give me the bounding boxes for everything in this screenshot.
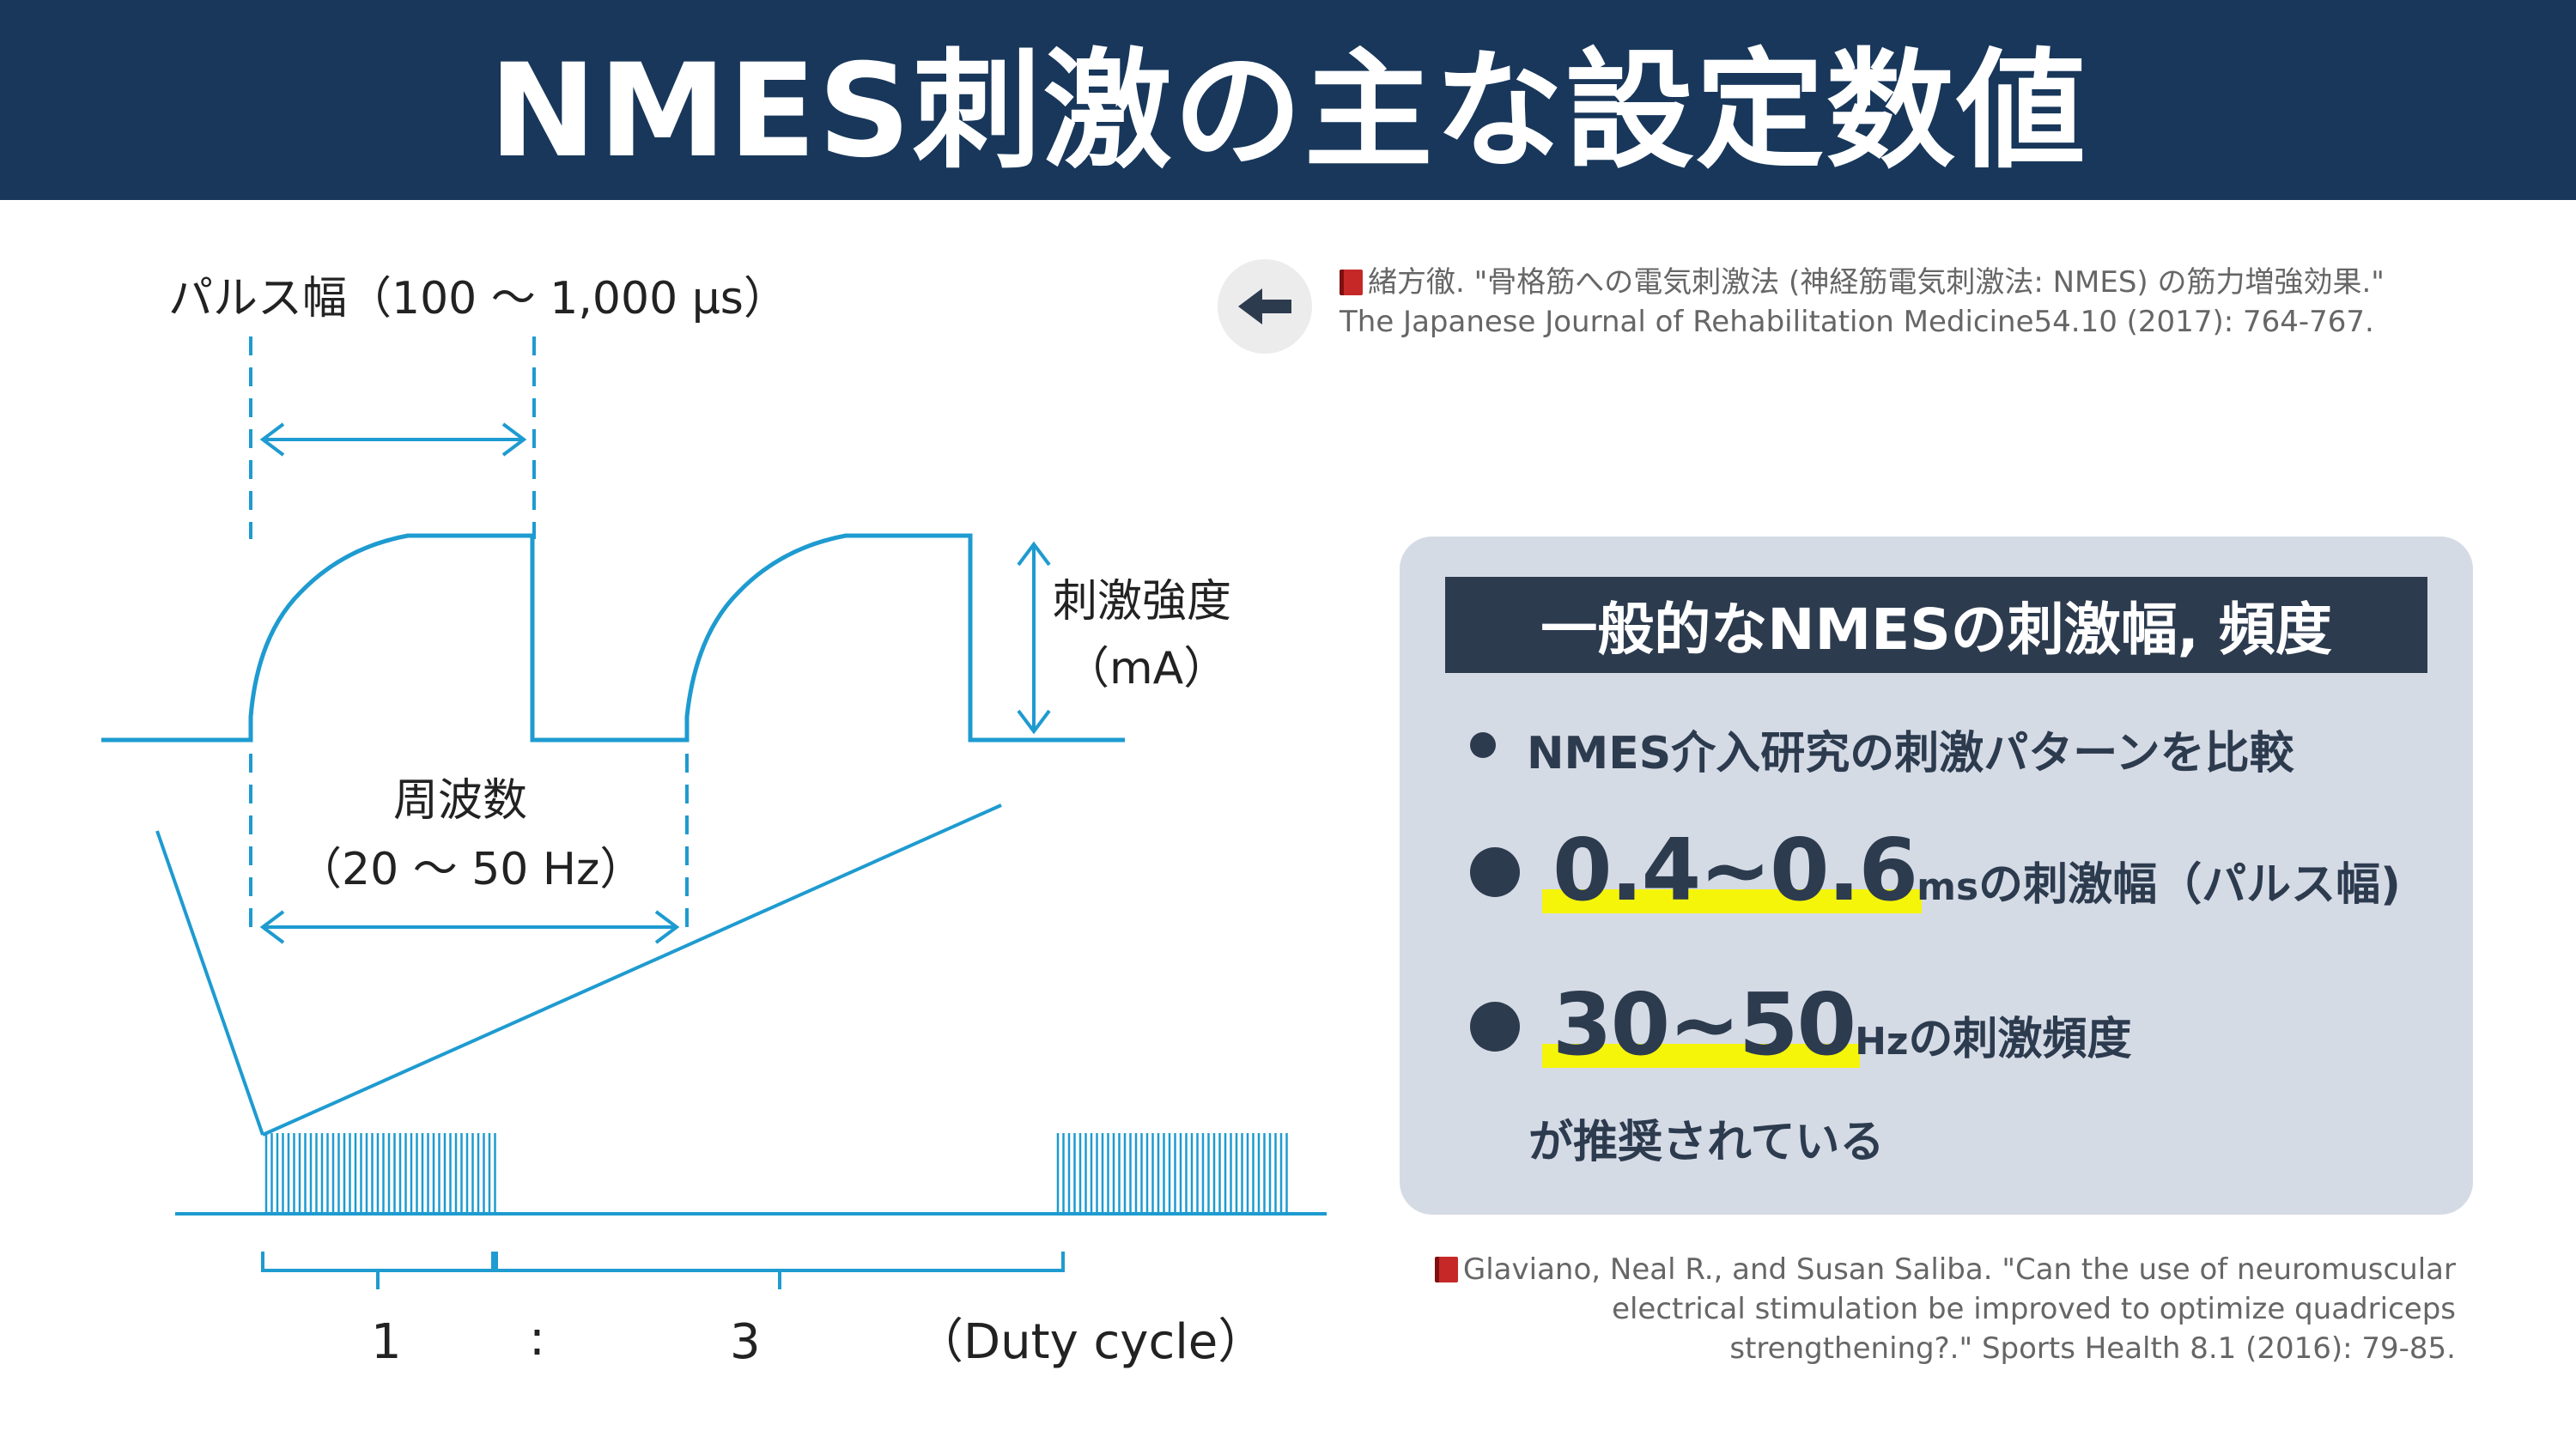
brace-on xyxy=(261,1252,495,1289)
reference-bottom-line2: electrical stimulation be improved to op… xyxy=(1612,1292,2456,1326)
pulse-burst-1 xyxy=(264,1133,496,1214)
reference-top: 緒方徹. "骨格筋への電気刺激法 (神経筋電気刺激法: NMES) の筋力増強効… xyxy=(1340,263,2385,342)
brace-off xyxy=(495,1252,1065,1289)
intensity-label-1: 刺激強度 xyxy=(1053,576,1231,627)
frequency-label-1: 周波数 xyxy=(393,775,527,827)
duty-off-label: 3 xyxy=(730,1314,761,1370)
reference-bottom-line3: strengthening?." Sports Health 8.1 (2016… xyxy=(1729,1331,2456,1366)
zoom-line-left xyxy=(155,830,264,1136)
back-button[interactable] xyxy=(1218,259,1312,354)
pulse-width-unit: ms xyxy=(1917,865,1979,909)
reference-top-line1: 緒方徹. "骨格筋への電気刺激法 (神経筋電気刺激法: NMES) の筋力増強効… xyxy=(1368,265,2385,300)
bullet-dot-3 xyxy=(1470,1002,1520,1052)
pulse-width-label: パルス幅（100 〜 1,000 μs） xyxy=(168,273,788,324)
page-title: NMES刺激の主な設定数値 xyxy=(489,37,2087,186)
intensity-label-2: （mA） xyxy=(1065,643,1228,694)
nmes-waveform-diagram: パルス幅（100 〜 1,000 μs） 刺激強度 （mA） 周波数 （20 〜… xyxy=(101,273,1327,1370)
bullet-2: 0.4~0.6msの刺激幅（パルス幅) xyxy=(1552,820,2401,920)
zoom-line-right xyxy=(262,803,1002,1137)
duty-separator: : xyxy=(529,1311,545,1367)
title-banner: NMES刺激の主な設定数値 xyxy=(0,0,2576,200)
bullet-dot-2 xyxy=(1470,847,1520,897)
bullet-3: 30~50Hzの刺激頻度 xyxy=(1552,974,2132,1075)
duty-cycle-label: （Duty cycle） xyxy=(915,1314,1266,1370)
arrow-left-icon xyxy=(1238,288,1291,324)
bullet-1-text: NMES介入研究の刺激パターンを比較 xyxy=(1527,728,2294,779)
duty-on-label: 1 xyxy=(371,1314,402,1370)
frequency-unit: Hz xyxy=(1855,1020,1909,1064)
frequency-text: の刺激頻度 xyxy=(1908,1014,2132,1065)
pulse-width-text: の刺激幅（パルス幅) xyxy=(1978,859,2401,911)
bullet-3-continuation: が推奨されている xyxy=(1528,1117,1885,1168)
frequency-value: 30~50 xyxy=(1552,974,1856,1075)
book-icon xyxy=(1340,270,1363,295)
recommendation-card: 一般的なNMESの刺激幅, 頻度 NMES介入研究の刺激パターンを比較 0.4~… xyxy=(1400,537,2473,1215)
pulse-width-value: 0.4~0.6 xyxy=(1552,820,1918,920)
reference-bottom: Glaviano, Neal R., and Susan Saliba. "Ca… xyxy=(1434,1250,2456,1368)
pulse-burst-2 xyxy=(1056,1133,1288,1214)
frequency-label-2: （20 〜 50 Hz） xyxy=(297,844,644,895)
card-title: 一般的なNMESの刺激幅, 頻度 xyxy=(1445,577,2427,673)
bullet-dot-1 xyxy=(1470,732,1496,758)
book-icon xyxy=(1434,1257,1458,1282)
pulse-waveform xyxy=(101,533,1125,743)
reference-top-line2: The Japanese Journal of Rehabilitation M… xyxy=(1340,305,2374,339)
reference-bottom-line1: Glaviano, Neal R., and Susan Saliba. "Ca… xyxy=(1462,1252,2456,1287)
